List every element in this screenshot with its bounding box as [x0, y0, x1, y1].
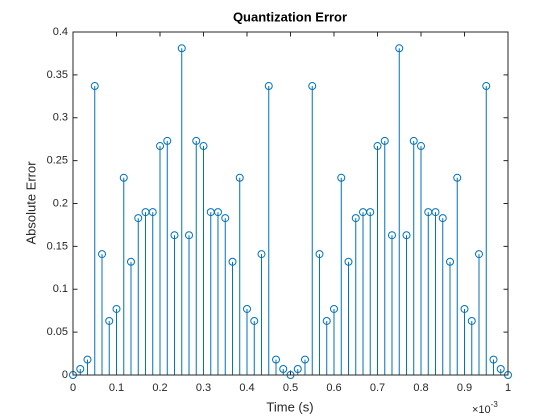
- x-tick-label: 0.4: [239, 382, 254, 394]
- stem-marker: [337, 173, 346, 182]
- stem-marker: [279, 364, 288, 373]
- stem-marker: [293, 364, 302, 373]
- exponent-power: -3: [491, 400, 499, 409]
- y-tick-label: 0: [62, 369, 68, 381]
- stem-marker: [76, 364, 85, 373]
- stem-marker: [431, 208, 440, 217]
- y-tick-label: 0.05: [47, 326, 68, 338]
- stem-marker: [496, 364, 505, 373]
- stem-marker: [134, 214, 143, 223]
- stem-marker: [105, 316, 114, 325]
- stem-marker: [322, 316, 331, 325]
- stem-marker: [119, 173, 128, 182]
- x-tick-label: 0.9: [457, 382, 472, 394]
- stem-marker: [446, 257, 455, 266]
- stem-marker: [402, 231, 411, 240]
- x-tick-label: 0.2: [152, 382, 167, 394]
- stem-marker: [344, 257, 353, 266]
- x-tick-label: 0: [70, 382, 76, 394]
- stem-marker: [373, 142, 382, 151]
- stem-marker: [380, 136, 389, 145]
- stem-marker: [387, 231, 396, 240]
- y-tick-label: 0.15: [47, 240, 68, 252]
- exponent-base: ×10: [472, 404, 491, 416]
- stem-marker: [489, 355, 498, 364]
- stem-marker: [409, 136, 418, 145]
- stem-marker: [243, 304, 251, 313]
- stem-marker: [112, 304, 121, 313]
- stem-marker: [170, 231, 179, 240]
- stem-marker: [438, 214, 447, 223]
- y-tick-label: 0.1: [53, 283, 68, 295]
- y-axis-label: Absolute Error: [23, 161, 38, 245]
- y-tick-label: 0.2: [53, 197, 68, 209]
- x-axis-label: Time (s): [266, 399, 313, 414]
- stem-marker: [366, 208, 375, 217]
- stem-marker: [192, 136, 201, 145]
- stem-marker: [315, 250, 324, 259]
- stem-marker: [351, 214, 360, 223]
- stem-marker: [221, 214, 230, 223]
- stem-marker: [474, 250, 483, 259]
- stem-marker: [417, 142, 425, 151]
- y-tick-label: 0.4: [53, 26, 68, 38]
- x-tick-label: 0.5: [283, 382, 298, 394]
- x-exponent: ×10-3: [472, 400, 498, 416]
- x-tick-label: 1: [505, 382, 511, 394]
- x-tick-label: 0.1: [109, 382, 124, 394]
- stem-marker: [453, 173, 462, 182]
- y-tick-label: 0.25: [47, 155, 68, 167]
- stem-marker: [90, 82, 99, 91]
- stem-marker: [300, 355, 309, 364]
- y-tick-label: 0.35: [47, 69, 68, 81]
- stem-marker: [228, 257, 237, 266]
- stem-marker: [272, 355, 281, 364]
- stem-marker: [126, 257, 135, 266]
- stem-marker: [199, 142, 208, 151]
- stem-marker: [213, 208, 222, 217]
- stem-marker: [264, 82, 273, 91]
- stem-marker: [482, 82, 491, 91]
- stem-marker: [177, 44, 186, 53]
- stem-marker: [235, 173, 244, 182]
- stem-marker: [148, 208, 157, 217]
- stem-marker: [330, 304, 338, 313]
- y-tick-label: 0.3: [53, 112, 68, 124]
- stem-marker: [467, 316, 476, 325]
- stem-marker: [163, 136, 172, 145]
- stem-marker: [156, 142, 164, 151]
- x-tick-label: 0.8: [413, 382, 428, 394]
- axes-box: [72, 31, 509, 376]
- x-tick-label: 0.3: [196, 382, 211, 394]
- x-tick-label: 0.7: [370, 382, 385, 394]
- stem-marker: [395, 44, 404, 53]
- stem-marker: [308, 82, 317, 91]
- chart-title: Quantization Error: [233, 9, 347, 24]
- x-tick-label: 0.6: [326, 382, 341, 394]
- stem-marker: [98, 250, 107, 259]
- stem-marker: [83, 355, 92, 364]
- stem-marker: [257, 250, 266, 259]
- stem-marker: [250, 316, 259, 325]
- stem-marker: [460, 304, 469, 313]
- stem-marker: [185, 231, 194, 240]
